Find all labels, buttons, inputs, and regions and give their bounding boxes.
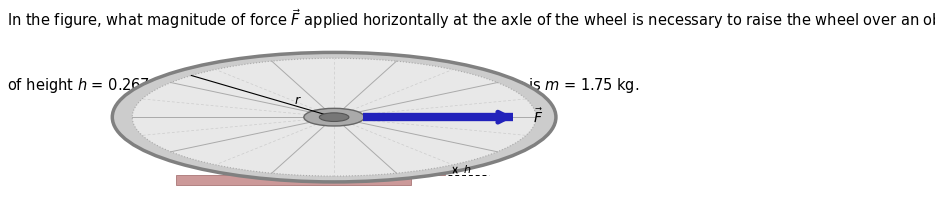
- Bar: [176, 175, 411, 185]
- Bar: [398, 165, 445, 175]
- Text: r: r: [295, 94, 300, 107]
- Text: $\vec{F}$: $\vec{F}$: [533, 108, 543, 127]
- Circle shape: [320, 113, 349, 121]
- Text: of height $h$ = 0.267 m? The wheel's radius is $r$ = 0.673 m and its mass is $m$: of height $h$ = 0.267 m? The wheel's rad…: [7, 76, 639, 95]
- Text: h: h: [464, 165, 471, 175]
- Circle shape: [304, 108, 365, 126]
- Circle shape: [112, 52, 556, 182]
- Text: In the figure, what magnitude of force $\vec{F}$ applied horizontally at the axl: In the figure, what magnitude of force $…: [7, 7, 935, 31]
- Circle shape: [132, 58, 536, 176]
